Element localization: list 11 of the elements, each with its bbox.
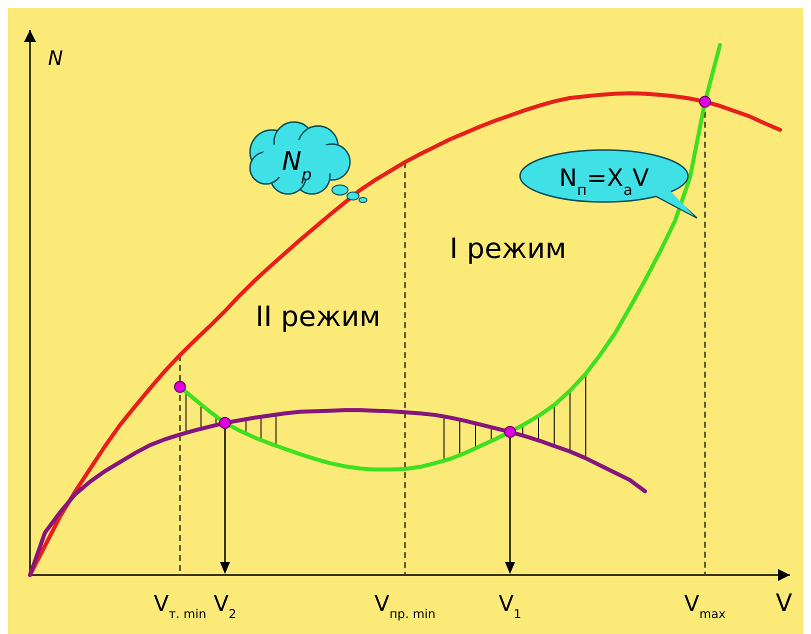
x-tick-label: V$_{1}$ xyxy=(498,592,522,621)
annotation: N$_{р}$ xyxy=(282,147,312,184)
y-axis-title: N xyxy=(48,46,63,70)
x-axis-title: V xyxy=(776,589,793,617)
annotation: II режим xyxy=(256,300,380,333)
x-tick-label: V$_{2}$ xyxy=(214,592,236,621)
x-tick-label: V$_{пр. min}$ xyxy=(374,592,436,621)
annotation: I режим xyxy=(450,232,566,265)
x-tick-label: V$_{max}$ xyxy=(684,592,726,621)
x-tick-label: V$_{т. min}$ xyxy=(154,592,206,621)
annotation: N$_{п}$=X$_{а}$V xyxy=(559,164,650,199)
